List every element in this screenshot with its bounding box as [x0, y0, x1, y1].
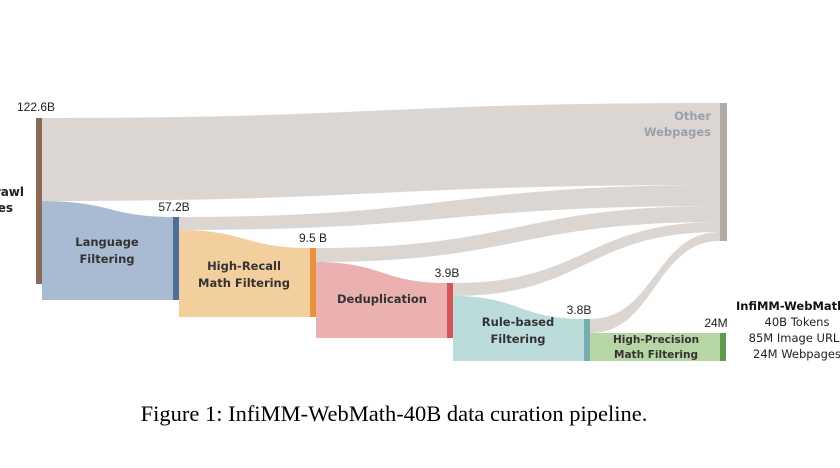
- output-dataset-title: InfiMM-WebMath-4: [736, 299, 840, 313]
- output-image-urls: 85M Image URLs: [749, 331, 840, 345]
- figure-caption: Figure 1: InfiMM-WebMath-40B data curati…: [141, 401, 648, 426]
- flow-recall-to-other: [316, 206, 720, 262]
- high-recall-label-2: Math Filtering: [198, 276, 290, 290]
- source-label-line1: rawl: [0, 185, 24, 199]
- source-label-line2: es: [0, 201, 13, 215]
- value-language: 57.2B: [158, 200, 189, 214]
- rule-based-box: [453, 319, 584, 361]
- other-webpages-label-1: Other: [674, 109, 711, 123]
- node-bar-high-precision: [720, 333, 726, 361]
- rule-based-label-1: Rule-based: [482, 315, 554, 329]
- language-filtering-box: [42, 217, 173, 300]
- flow-dedup-to-other: [453, 222, 720, 296]
- output-webpages: 24M Webpages: [753, 347, 840, 361]
- language-filtering-label-1: Language: [75, 235, 139, 249]
- high-precision-label-2: Math Filtering: [614, 349, 698, 361]
- high-precision-label-1: High-Precision: [613, 334, 699, 346]
- value-dedup: 3.9B: [435, 266, 460, 280]
- high-recall-label-1: High-Recall: [207, 259, 281, 273]
- deduplication-label: Deduplication: [337, 292, 427, 306]
- value-high-recall: 9.5 B: [299, 231, 327, 245]
- flow-lang-to-other: [179, 185, 720, 230]
- value-high-precision: 24M: [704, 316, 727, 330]
- value-commoncrawl: 122.6B: [17, 100, 55, 114]
- node-bar-high-recall: [310, 248, 316, 317]
- other-webpages-label-2: Webpages: [644, 125, 711, 139]
- output-tokens: 40B Tokens: [765, 315, 830, 329]
- node-bar-other-webpages: [720, 103, 727, 241]
- flow-rule-to-other: [590, 232, 720, 333]
- node-bar-dedup: [447, 283, 453, 338]
- high-precision-box: [590, 333, 720, 361]
- high-recall-box: [179, 248, 310, 317]
- value-rule-based: 3.8B: [567, 303, 592, 317]
- node-bar-commoncrawl: [36, 118, 42, 284]
- node-bar-language: [173, 217, 179, 300]
- flow-cc-to-other: [42, 103, 720, 201]
- rule-based-label-2: Filtering: [490, 332, 545, 346]
- deduplication-box: [316, 283, 447, 338]
- language-filtering-label-2: Filtering: [79, 252, 134, 266]
- node-bar-rule-based: [584, 319, 590, 361]
